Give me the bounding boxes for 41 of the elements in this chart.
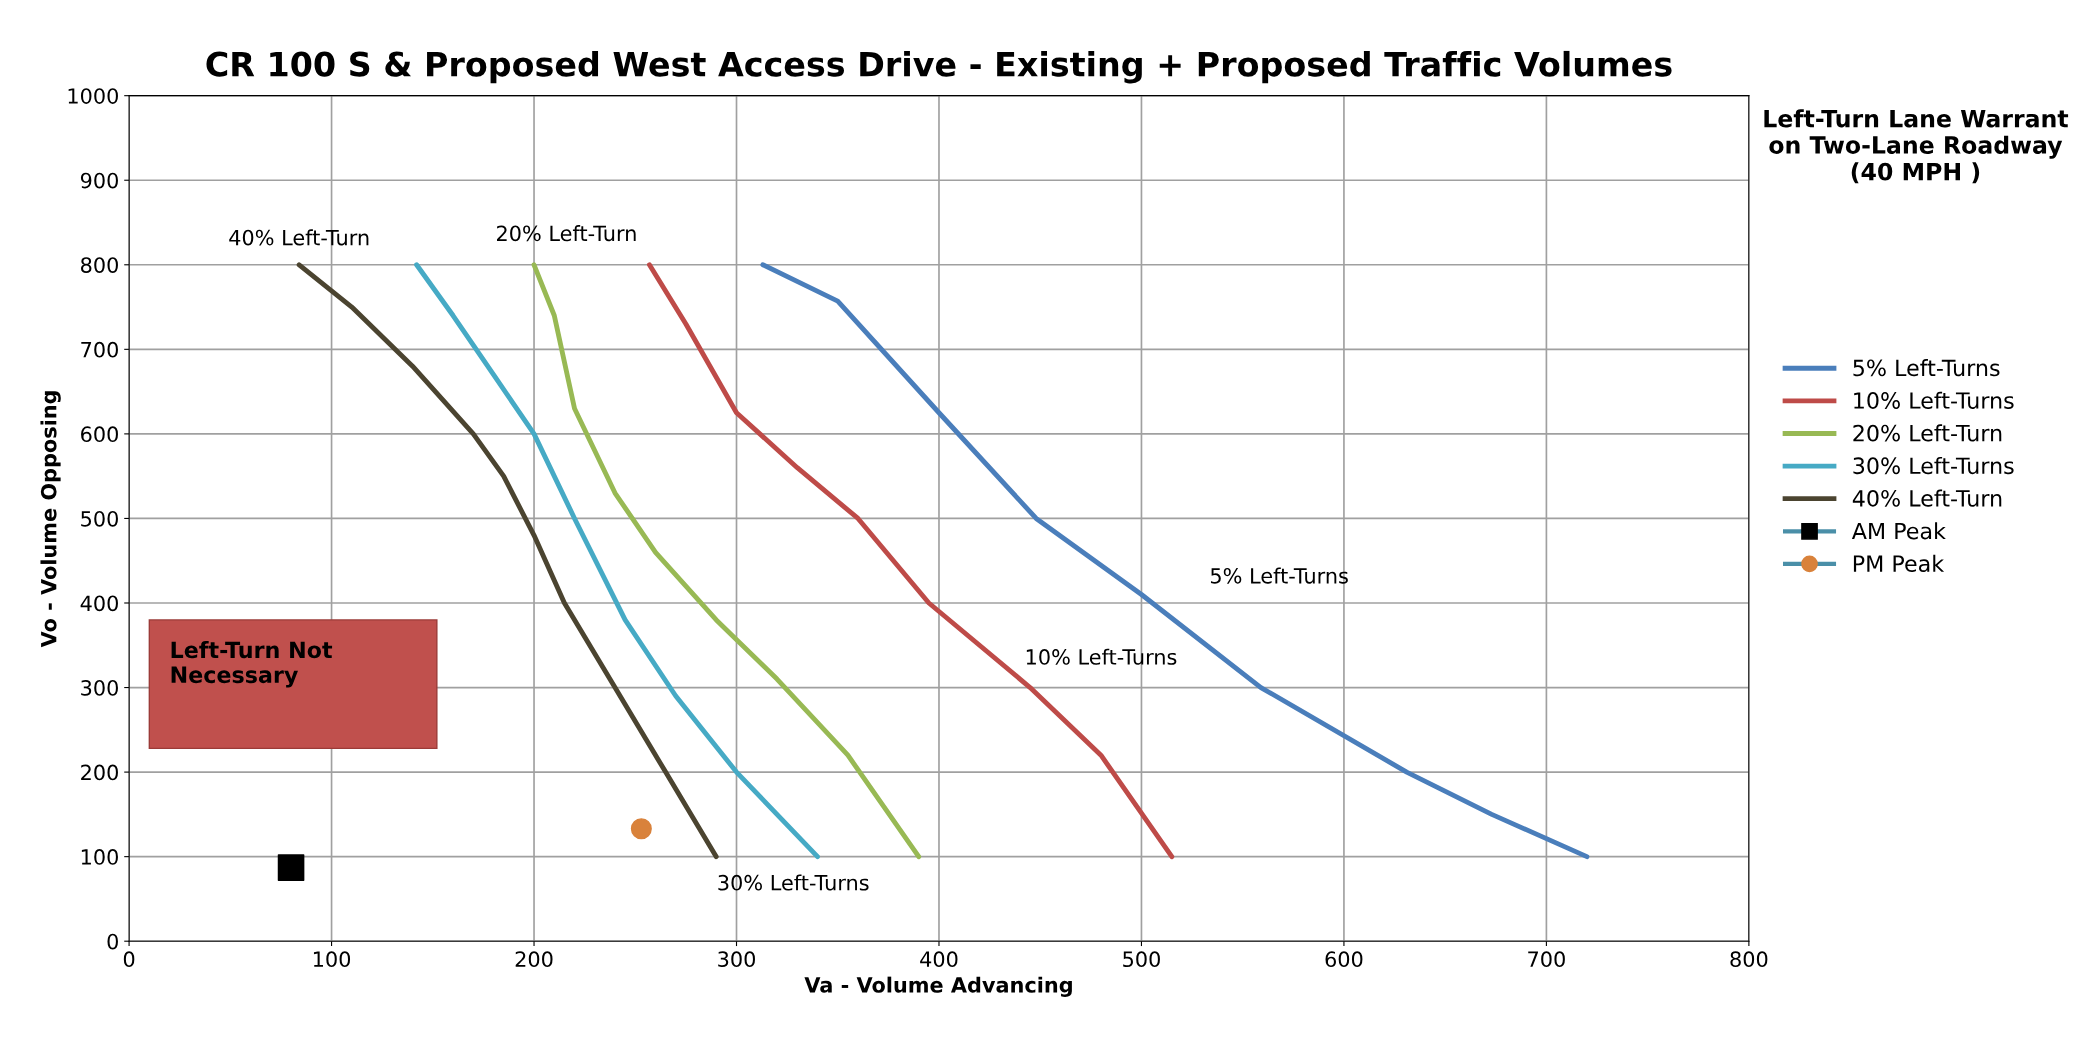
legend-label: 40% Left-Turn (1852, 489, 2002, 507)
y-tick-label: 900 (80, 172, 118, 189)
y-tick-label: 400 (80, 595, 118, 612)
annotation: Left-Turn Not Necessary (171, 641, 333, 688)
line-series (414, 262, 820, 860)
x-tick-label: 800 (1730, 951, 1768, 968)
annotation: 5% Left-Turns (1210, 567, 1348, 584)
legend-label: 30% Left-Turns (1853, 456, 2014, 475)
annotation: 10% Left-Turns (1026, 648, 1177, 665)
legend-label: AM Peak (1851, 522, 1946, 540)
y-tick-label: 0 (107, 933, 118, 950)
x-tick-label: 400 (920, 951, 958, 968)
y-axis-title: Vo - Volume Opposing (40, 391, 61, 648)
y-tick-label: 800 (81, 257, 118, 273)
y-tick-label: 1000 (68, 88, 118, 104)
x-tick-label: 600 (1325, 951, 1363, 968)
x-axis-title: Va - Volume Advancing (804, 976, 1072, 997)
x-tick-label: 0 (123, 951, 135, 968)
y-tick-label: 600 (81, 426, 118, 443)
y-tick-label: 500 (81, 510, 118, 527)
y-tick-label: 300 (81, 680, 118, 696)
line-series (647, 262, 1175, 860)
legend-label: 5% Left-Turns (1853, 359, 2000, 377)
y-tick-label: 100 (81, 849, 118, 865)
y-tick-label: 700 (81, 341, 118, 358)
y-tick-label: 200 (81, 764, 118, 781)
legend-label: 10% Left-Turns (1854, 391, 2014, 409)
legend-title: Left-Turn Lane Warrant on Two-Lane Roadway (40 MPH ) (1764, 109, 2069, 184)
x-tick-label: 500 (1123, 951, 1160, 968)
line-series (760, 262, 1590, 860)
legend-label: 20% Left-Turn (1853, 424, 2002, 442)
x-tick-label: 100 (313, 951, 351, 968)
chart-title: CR 100 S & Proposed West Access Drive - Existing + Proposed Traffic Volumes (206, 50, 1672, 84)
x-tick-label: 200 (515, 951, 553, 968)
legend-label: PM Peak (1853, 554, 1945, 573)
annotation: 20% Left-Turn (497, 225, 636, 242)
x-tick-label: 300 (718, 951, 756, 968)
line-series (531, 262, 922, 860)
x-tick-label: 700 (1528, 951, 1565, 968)
annotation: 30% Left-Turns (718, 874, 869, 891)
annotation: 40% Left-Turn (229, 229, 369, 246)
